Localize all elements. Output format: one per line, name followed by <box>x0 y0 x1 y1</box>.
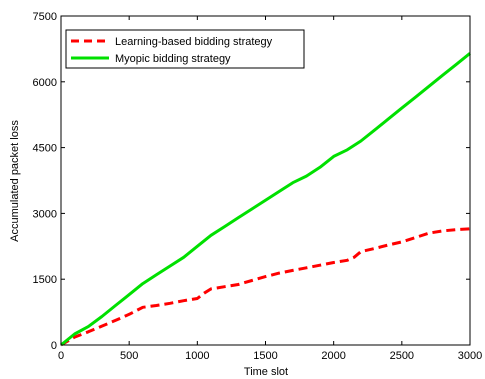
y-tick-label: 4500 <box>33 143 57 155</box>
y-axis-title: Accumulated packet loss <box>9 120 21 242</box>
x-tick-label: 1000 <box>185 350 209 362</box>
y-tick-label: 0 <box>51 340 57 352</box>
x-axis-title: Time slot <box>244 366 288 378</box>
legend: Learning-based bidding strategy Myopic b… <box>65 29 305 69</box>
y-tick-label: 3000 <box>33 208 57 220</box>
x-tick-label: 2500 <box>390 350 414 362</box>
legend-box <box>65 29 305 69</box>
series-line-myopic <box>60 52 471 347</box>
y-tick-label: 1500 <box>33 274 57 286</box>
series-line-learning <box>60 227 471 347</box>
y-tick-label: 7500 <box>33 11 57 23</box>
x-tick-label: 3000 <box>458 350 482 362</box>
y-tick-label: 6000 <box>33 77 57 89</box>
legend-label-myopic: Myopic bidding strategy <box>115 53 231 65</box>
x-tick-label: 2000 <box>321 350 345 362</box>
axis-ticks: 0 500 1000 1500 2000 2500 3000 0 1500 3000 4500 600… <box>33 11 483 362</box>
legend-label-learning: Learning-based bidding strategy <box>115 36 273 48</box>
x-tick-label: 0 <box>58 350 64 362</box>
x-tick-label: 1500 <box>253 350 277 362</box>
plot-lines <box>60 52 471 347</box>
x-tick-label: 500 <box>120 350 138 362</box>
